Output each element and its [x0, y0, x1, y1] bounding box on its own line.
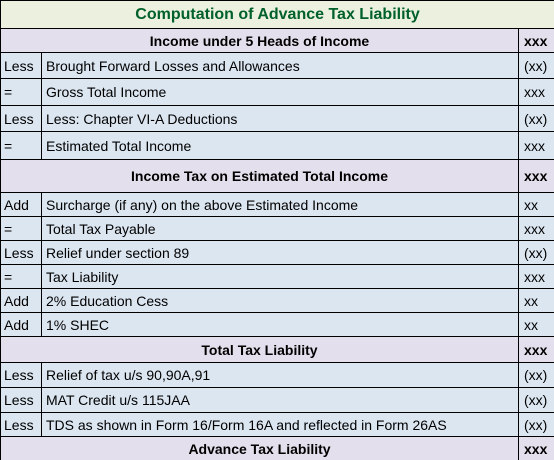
item-row: Less TDS as shown in Form 16/Form 16A and… — [0, 412, 554, 437]
section-label: Income under 5 Heads of Income — [0, 28, 519, 53]
amount: xx — [517, 192, 554, 217]
sign: Add — [0, 312, 42, 337]
amount: (xx) — [517, 412, 554, 437]
sign: = — [0, 78, 42, 106]
sign: Less — [0, 362, 42, 388]
item: Tax Liability — [41, 264, 519, 289]
table-title: Computation of Advance Tax Liability — [0, 0, 554, 29]
section-row: Total Tax Liability xxx — [0, 336, 554, 363]
sign: Less — [0, 240, 42, 265]
amount: xxx — [517, 159, 554, 193]
section-row: Income Tax on Estimated Total Income xxx — [0, 159, 554, 193]
item: Relief under section 89 — [41, 240, 519, 265]
title-row: Computation of Advance Tax Liability — [0, 0, 554, 29]
amount: xxx — [517, 264, 554, 289]
item-row: Less Less: Chapter VI-A Deductions (xx) — [0, 105, 554, 132]
sign: = — [0, 264, 42, 289]
item-row: Less Relief of tax u/s 90,90A,91 (xx) — [0, 362, 554, 388]
sign: Less — [0, 387, 42, 413]
amount: xxx — [517, 78, 554, 106]
item: Relief of tax u/s 90,90A,91 — [41, 362, 519, 388]
sign: Less — [0, 52, 42, 79]
item-row: = Total Tax Payable xxx — [0, 216, 554, 241]
amount: xxx — [517, 216, 554, 241]
amount: xxx — [517, 28, 554, 53]
item: Total Tax Payable — [41, 216, 519, 241]
amount: (xx) — [517, 362, 554, 388]
item-row: Add 2% Education Cess xx — [0, 288, 554, 313]
item: Brought Forward Losses and Allowances — [41, 52, 519, 79]
item-row: = Tax Liability xxx — [0, 264, 554, 289]
amount: (xx) — [517, 387, 554, 413]
item: Estimated Total Income — [41, 131, 519, 160]
item: 2% Education Cess — [41, 288, 519, 313]
item-row: Add 1% SHEC xx — [0, 312, 554, 337]
sign: = — [0, 131, 42, 160]
item-row: Add Surcharge (if any) on the above Estim… — [0, 192, 554, 217]
sign: Add — [0, 192, 42, 217]
item: MAT Credit u/s 115JAA — [41, 387, 519, 413]
amount: xxx — [517, 131, 554, 160]
section-row: Income under 5 Heads of Income xxx — [0, 28, 554, 53]
sign: Less — [0, 412, 42, 437]
section-label: Income Tax on Estimated Total Income — [0, 159, 519, 193]
amount: (xx) — [517, 105, 554, 132]
item: Surcharge (if any) on the above Estimate… — [41, 192, 519, 217]
sign: Add — [0, 288, 42, 313]
item-row: Less Brought Forward Losses and Allowance… — [0, 52, 554, 79]
amount: xx — [517, 312, 554, 337]
amount: xx — [517, 288, 554, 313]
item-row: Less Relief under section 89 (xx) — [0, 240, 554, 265]
item: TDS as shown in Form 16/Form 16A and ref… — [41, 412, 519, 437]
amount: (xx) — [517, 240, 554, 265]
amount: xxx — [517, 336, 554, 363]
section-label: Advance Tax Liability — [0, 436, 519, 460]
item: 1% SHEC — [41, 312, 519, 337]
section-row: Advance Tax Liability xxx — [0, 436, 554, 460]
sign: Less — [0, 105, 42, 132]
item-row: Less MAT Credit u/s 115JAA (xx) — [0, 387, 554, 413]
item-row: = Gross Total Income xxx — [0, 78, 554, 106]
amount: (xx) — [517, 52, 554, 79]
sign: = — [0, 216, 42, 241]
item-row: = Estimated Total Income xxx — [0, 131, 554, 160]
amount: xxx — [517, 436, 554, 460]
item: Less: Chapter VI-A Deductions — [41, 105, 519, 132]
item: Gross Total Income — [41, 78, 519, 106]
section-label: Total Tax Liability — [0, 336, 519, 363]
